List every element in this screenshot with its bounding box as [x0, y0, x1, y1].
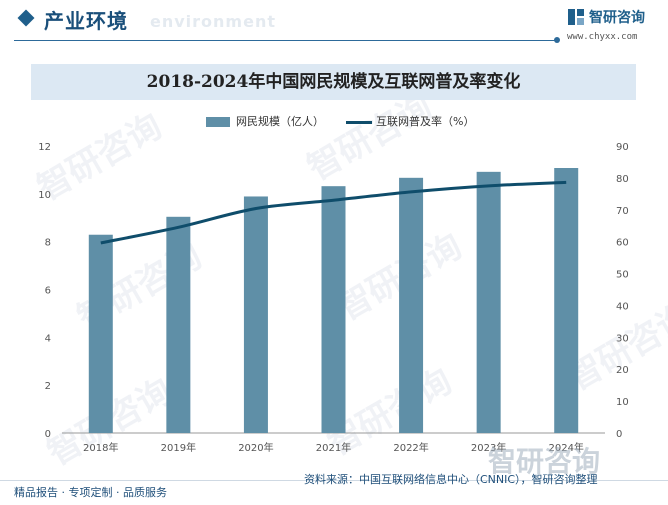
x-tick-label: 2018年 [83, 441, 118, 454]
legend-label-bar: 网民规模（亿人） [236, 115, 324, 128]
legend-line-swatch [346, 121, 372, 124]
penetration-rate-line [100, 180, 567, 245]
logo-icon [568, 9, 584, 25]
y-left-tick-label: 12 [38, 142, 51, 153]
bar [399, 177, 424, 433]
bar [243, 196, 268, 433]
y-right-tick-label: 30 [616, 333, 629, 344]
header-divider [14, 40, 556, 41]
y-left-tick-label: 0 [45, 429, 51, 440]
y-right-tick-label: 20 [616, 365, 629, 376]
bar [88, 234, 113, 433]
x-tick-label: 2019年 [161, 441, 196, 454]
legend-bar-swatch [206, 117, 230, 127]
logo-name: 智研咨询 [589, 10, 645, 26]
y-left-tick-label: 6 [45, 286, 51, 297]
logo-url: www.chyxx.com [567, 32, 638, 42]
y-right-tick-label: 80 [616, 174, 629, 185]
chart-title-bar: 2018-2024年中国网民规模及互联网普及率变化 [31, 64, 636, 100]
y-right-tick-label: 60 [616, 238, 629, 249]
y-right-tick-label: 10 [616, 397, 629, 408]
x-tick-label: 2022年 [393, 441, 428, 454]
bar [476, 171, 501, 433]
y-right-tick-label: 40 [616, 301, 629, 312]
x-tick-label: 2023年 [471, 441, 506, 454]
y-right-tick-label: 70 [616, 206, 629, 217]
y-right-tick-label: 50 [616, 270, 629, 281]
footer-slogan: 精品报告 · 专项定制 · 品质服务 [14, 486, 167, 499]
y-left-tick-label: 4 [45, 333, 51, 344]
y-right-tick-label: 90 [616, 142, 629, 153]
x-tick-label: 2024年 [548, 441, 583, 454]
brand-logo: 智研咨询 www.chyxx.com [567, 6, 667, 46]
section-subtitle: environment [150, 12, 276, 31]
bar [554, 168, 579, 433]
data-source: 资料来源：中国互联网络信息中心（CNNIC），智研咨询整理 [304, 473, 598, 486]
section-title: 产业环境 [44, 9, 128, 33]
y-right-tick-label: 0 [616, 429, 622, 440]
y-left-tick-label: 10 [38, 190, 51, 201]
header-divider-dot [554, 37, 560, 43]
x-tick-label: 2020年 [238, 441, 273, 454]
page-header: 产业环境 environment 智研咨询 www.chyxx.com [0, 0, 668, 44]
chart-legend: 网民规模（亿人） 互联网普及率（%） [0, 112, 668, 132]
y-left-tick-label: 8 [45, 238, 51, 249]
chart-title: 2018-2024年中国网民规模及互联网普及率变化 [146, 72, 521, 92]
legend-label-line: 互联网普及率（%） [376, 115, 475, 128]
footer-divider [0, 480, 668, 481]
y-left-tick-label: 2 [45, 381, 51, 392]
bar [166, 216, 191, 433]
bar [321, 186, 346, 433]
bottom-watermark: 智研咨询 [488, 445, 601, 478]
x-tick-label: 2021年 [316, 441, 351, 454]
